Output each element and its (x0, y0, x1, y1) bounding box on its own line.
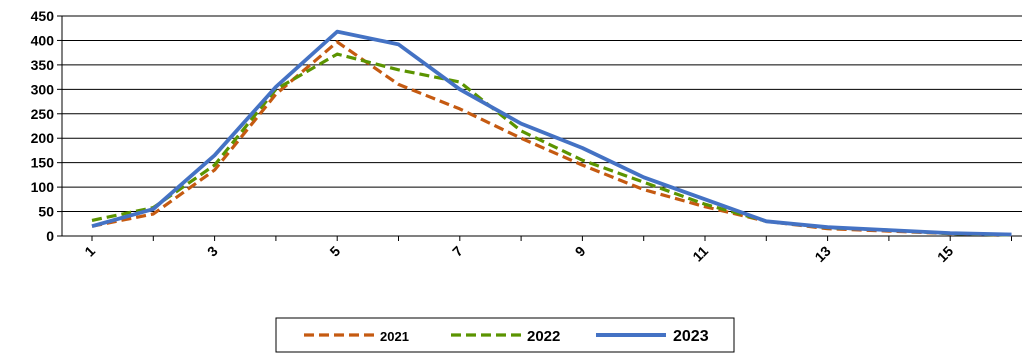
x-axis-ticks: 1 3 5 7 9 11 13 15 (81, 236, 1012, 265)
y-tick-label: 0 (46, 228, 54, 244)
x-tick-label: 9 (572, 243, 589, 260)
x-tick-label: 5 (326, 243, 343, 260)
y-tick-label: 100 (31, 179, 55, 195)
x-tick-label: 15 (934, 243, 956, 265)
x-tick-label: 11 (689, 243, 711, 265)
y-tick-label: 200 (31, 130, 55, 146)
y-tick-label: 400 (31, 32, 55, 48)
y-tick-label: 350 (31, 57, 55, 73)
series-line-2022 (91, 52, 1012, 237)
series-lines (91, 29, 1012, 237)
y-axis-ticks: 0 50 100 150 200 250 300 350 400 450 (31, 8, 62, 244)
legend: 2021 2022 2023 (275, 317, 735, 353)
legend-label-2021: 2021 (380, 329, 409, 344)
y-tick-label: 50 (38, 204, 54, 220)
x-tick-label: 3 (204, 243, 221, 260)
legend-label-2023: 2023 (673, 328, 709, 345)
y-tick-label: 150 (31, 155, 55, 171)
series-line-2023 (91, 29, 1012, 237)
y-tick-label: 450 (31, 8, 55, 24)
x-tick-label: 13 (811, 243, 833, 265)
grid-lines (62, 15, 1022, 213)
y-tick-label: 300 (31, 81, 55, 97)
legend-label-2022: 2022 (527, 328, 560, 345)
x-tick-label: 1 (81, 243, 98, 260)
y-tick-label: 250 (31, 106, 55, 122)
x-tick-label: 7 (449, 243, 466, 260)
